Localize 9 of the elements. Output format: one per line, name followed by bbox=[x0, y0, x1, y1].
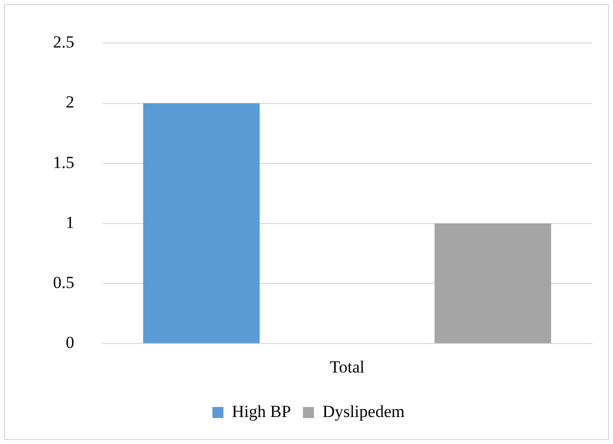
legend-label: Dyslipedem bbox=[322, 402, 405, 421]
y-tick-label: 1.5 bbox=[53, 152, 74, 172]
x-tick-label: Total bbox=[330, 357, 365, 376]
y-tick-label: 1 bbox=[66, 212, 74, 232]
y-tick-label: 2.5 bbox=[53, 32, 74, 52]
y-tick-label: 2 bbox=[66, 92, 74, 112]
y-tick-label: 0 bbox=[66, 333, 74, 352]
legend-label: High BP bbox=[232, 402, 291, 421]
y-tick-label: 0.5 bbox=[53, 272, 74, 292]
